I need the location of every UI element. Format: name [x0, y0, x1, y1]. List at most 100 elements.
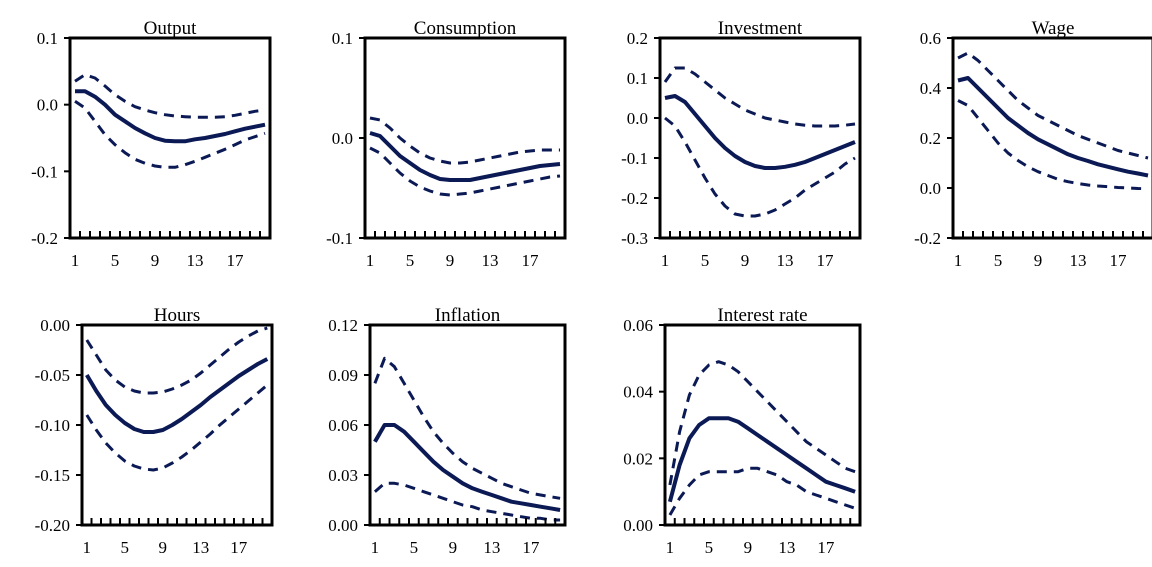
series-lower-line [74, 100, 266, 169]
x-tick-label: 13 [192, 538, 209, 557]
y-tick-label: -0.15 [35, 466, 70, 485]
y-tick-label: 0.12 [328, 316, 358, 335]
x-tick-label: 9 [744, 538, 753, 557]
x-tick-label: 13 [777, 251, 794, 270]
series-upper-line [663, 66, 856, 128]
x-tick-label: 9 [159, 538, 168, 557]
y-tick-label: 0.06 [623, 316, 653, 335]
x-tick-label: 9 [151, 251, 160, 270]
series-median-line [75, 89, 266, 144]
x-tick-label: 1 [83, 538, 92, 557]
y-tick-label: -0.2 [621, 189, 648, 208]
x-tick-label: 13 [778, 538, 795, 557]
y-tick-label: 0.09 [328, 366, 358, 385]
y-tick-label: 0.2 [627, 29, 648, 48]
panel-title: Hours [154, 305, 200, 326]
panel-title: Investment [718, 18, 803, 39]
y-tick-label: 0.4 [920, 79, 942, 98]
y-tick-label: -0.10 [35, 416, 70, 435]
panel-title: Output [144, 18, 198, 39]
x-tick-label: 13 [187, 251, 204, 270]
y-tick-label: 0.1 [332, 29, 353, 48]
series-upper-line [74, 73, 266, 119]
y-tick-label: 0.0 [332, 129, 353, 148]
panel-interest-rate: 1 5 9 13 17 0.06 0.04 0.02 0.00 Interest rate [623, 305, 862, 557]
x-tick-label: 13 [482, 251, 499, 270]
x-tick-label: 17 [1110, 251, 1128, 270]
series-median-line [85, 357, 269, 434]
x-tick-label: 1 [71, 251, 80, 270]
y-tick-label: 0.00 [40, 316, 70, 335]
y-tick-label: -0.20 [35, 516, 70, 535]
y-tick-label: 0.1 [37, 29, 58, 48]
x-tick-label: 17 [522, 538, 540, 557]
plot-frame [68, 36, 272, 240]
x-tick-label: 5 [121, 538, 130, 557]
panel-wage: 1 5 9 13 17 0.6 0.4 0.2 0.0 -0.2 Wage [914, 18, 1152, 270]
x-tick-label: 5 [111, 251, 120, 270]
panel-inflation: 1 5 9 13 17 0.12 0.09 0.06 0.03 0.00 Inflation [328, 305, 567, 557]
x-tick-label: 9 [446, 251, 455, 270]
y-tick-label: 0.00 [623, 516, 653, 535]
y-tick-label: -0.3 [621, 229, 648, 248]
series-upper-line [957, 51, 1149, 160]
x-tick-label: 9 [1034, 251, 1043, 270]
y-tick-label: -0.2 [31, 229, 58, 248]
plot-frame [363, 36, 567, 240]
x-tick-label: 17 [817, 251, 835, 270]
panel-title: Consumption [414, 18, 517, 39]
x-tick-label: 17 [522, 251, 540, 270]
x-tick-label: 17 [817, 538, 835, 557]
x-tick-label: 13 [1070, 251, 1087, 270]
y-tick-label: 0.03 [328, 466, 358, 485]
series-median-line [957, 76, 1149, 178]
panel-output: 1 5 9 13 17 0.1 0.0 -0.1 -0.2 Output [31, 18, 272, 270]
series-median-line [369, 131, 561, 182]
series-lower-line [664, 116, 856, 218]
series-median-line [664, 94, 856, 170]
x-tick-label: 1 [661, 251, 670, 270]
x-tick-label: 5 [410, 538, 419, 557]
y-tick-label: 0.1 [627, 69, 648, 88]
y-tick-label: -0.05 [35, 366, 70, 385]
series-lower-line [957, 99, 1149, 191]
x-tick-label: 17 [230, 538, 248, 557]
x-tick-label: 9 [741, 251, 750, 270]
y-tick-label: 0.0 [37, 96, 58, 115]
x-tick-label: 9 [449, 538, 458, 557]
series-lower-line [369, 146, 561, 197]
y-tick-label: 0.00 [328, 516, 358, 535]
plot-frame [951, 36, 1152, 240]
x-tick-label: 5 [701, 251, 710, 270]
y-tick-label: 0.0 [920, 179, 941, 198]
series-upper-line [369, 116, 560, 165]
x-tick-label: 1 [371, 538, 380, 557]
x-tick-label: 17 [227, 251, 245, 270]
x-tick-label: 1 [666, 538, 675, 557]
x-tick-label: 5 [406, 251, 415, 270]
panel-title: Inflation [435, 305, 501, 326]
panel-investment: 1 5 9 13 17 0.2 0.1 0.0 -0.1 -0.2 -0.3 Investment [621, 18, 862, 270]
panel-title: Interest rate [717, 305, 807, 326]
series-lower-line [668, 466, 856, 516]
y-tick-label: 0.6 [920, 29, 941, 48]
panel-consumption: 1 5 9 13 17 0.1 0.0 -0.1 Consumption [326, 18, 567, 270]
series-lower-line [85, 383, 269, 472]
x-tick-label: 13 [483, 538, 500, 557]
y-tick-label: 0.04 [623, 383, 653, 402]
plot-frame [80, 323, 274, 527]
series-lower-line [373, 481, 561, 522]
panel-title: Wage [1032, 18, 1075, 39]
y-tick-label: 0.06 [328, 416, 358, 435]
series-median-line [667, 416, 856, 503]
y-tick-label: 0.2 [920, 129, 941, 148]
panel-hours: 1 5 9 13 17 0.00 -0.05 -0.10 -0.15 -0.20 Hours [35, 305, 274, 557]
y-tick-label: 0.02 [623, 449, 653, 468]
y-tick-label: -0.1 [326, 229, 353, 248]
x-tick-label: 1 [366, 251, 375, 270]
series-median-line [373, 423, 561, 512]
x-tick-label: 1 [954, 251, 963, 270]
y-tick-label: 0.0 [627, 109, 648, 128]
y-tick-label: -0.2 [914, 229, 941, 248]
